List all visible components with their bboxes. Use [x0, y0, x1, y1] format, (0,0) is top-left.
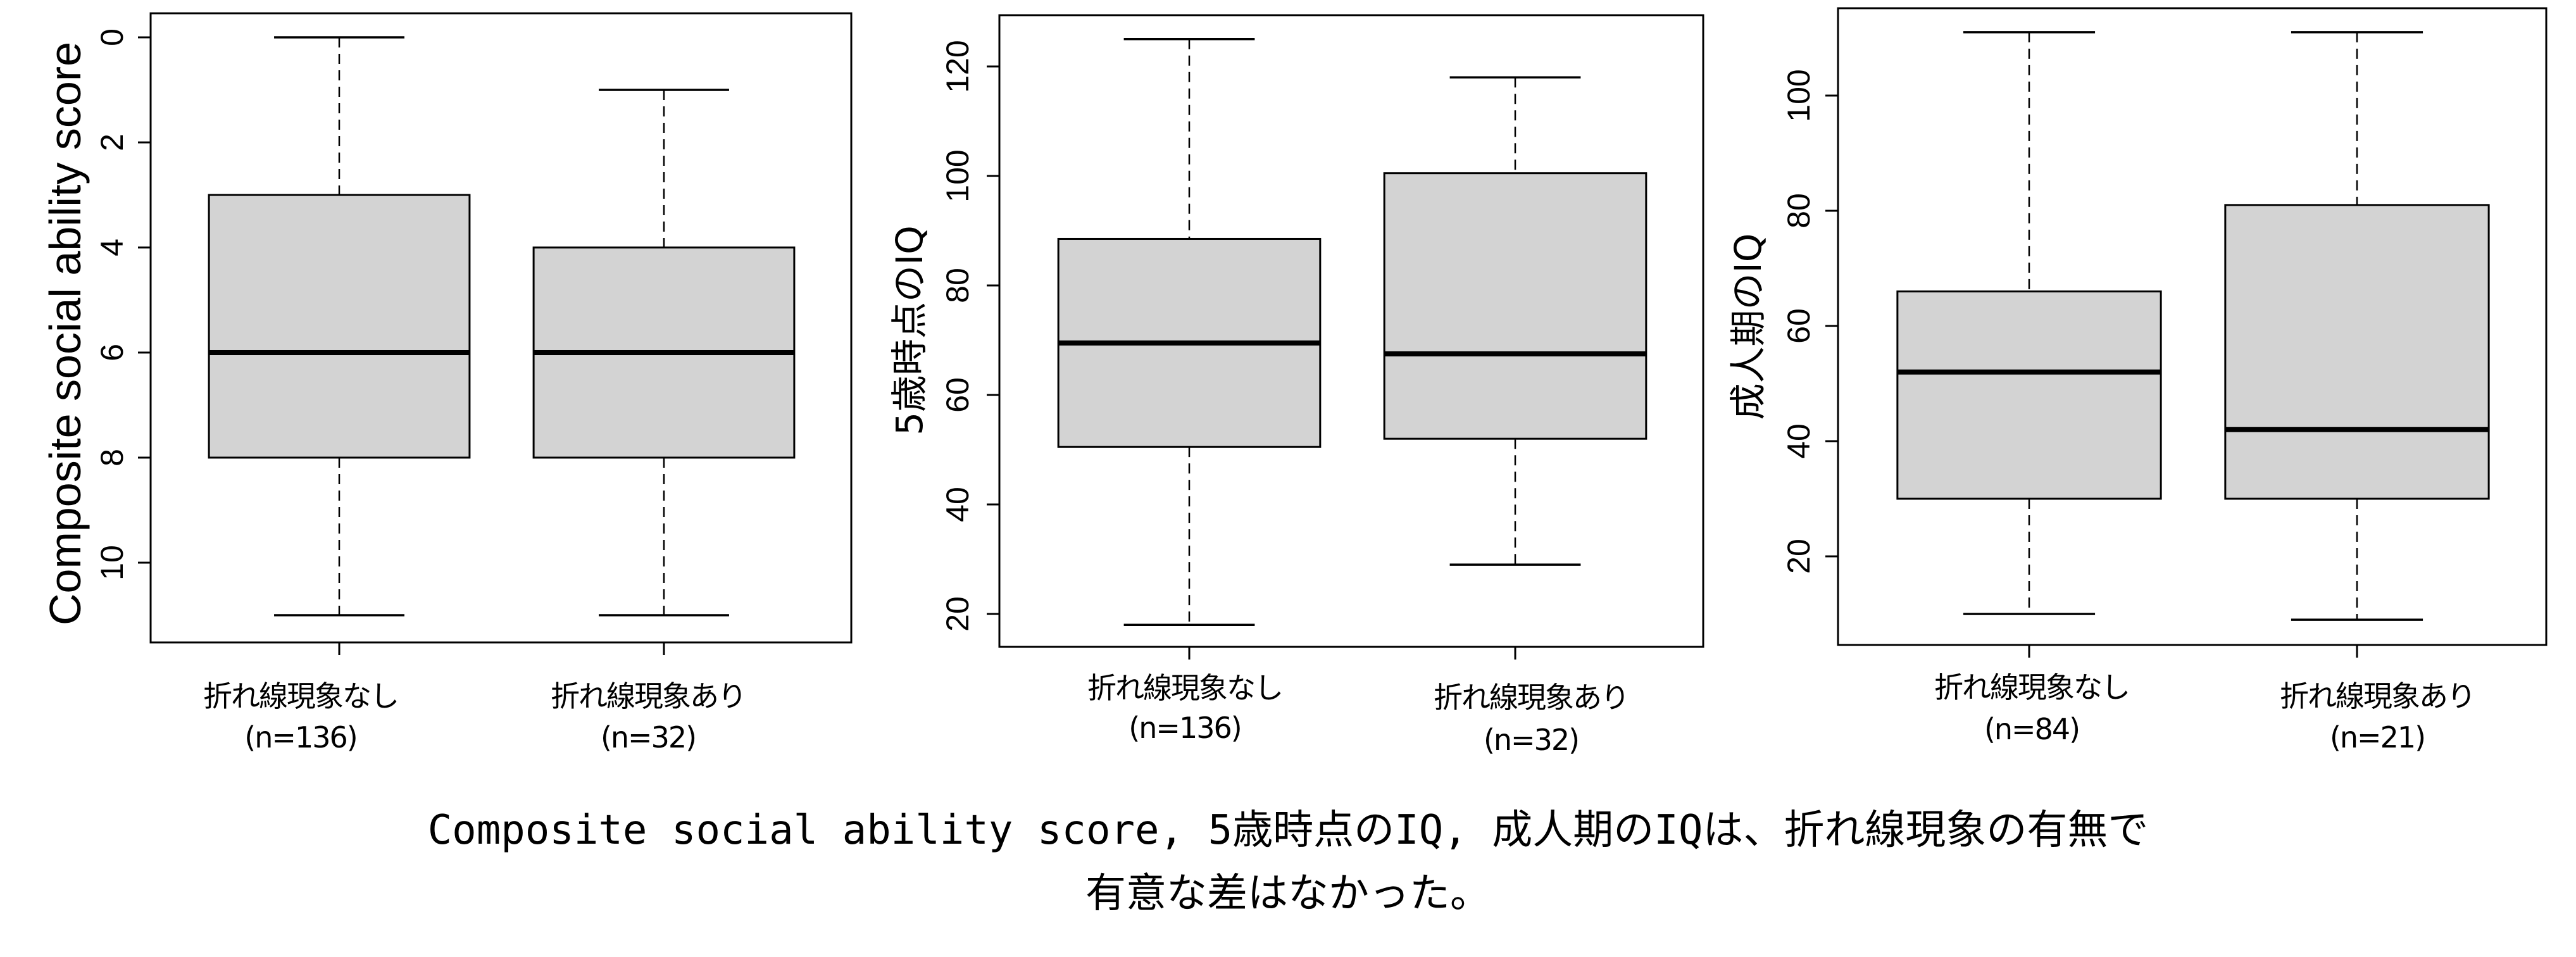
y-tick-label: 60	[940, 377, 975, 413]
y-tick-label: 80	[940, 268, 975, 303]
x-label-chart3-regression: 折れ線現象あり (n=21)	[2280, 676, 2476, 758]
sample-size-label: (n=84)	[1984, 712, 2080, 746]
y-tick-label: 8	[94, 449, 130, 466]
y-tick-label: 4	[94, 239, 130, 256]
y-tick-label: 60	[1781, 308, 1816, 344]
y-tick-label: 2	[94, 134, 130, 151]
x-label-chart3-no-regression: 折れ線現象なし (n=84)	[1934, 666, 2130, 750]
box-1	[1896, 31, 2162, 658]
figure-caption: Composite social ability score, 5歳時点のIQ,…	[0, 799, 2576, 925]
y-axis-title: 成人期のIQ	[1727, 234, 1770, 420]
box-1	[1057, 38, 1322, 660]
category-label: 折れ線現象なし	[1087, 671, 1284, 705]
sample-size-label: (n=32)	[600, 720, 697, 754]
y-tick-label: 0	[94, 28, 130, 46]
sample-size-label: (n=21)	[2329, 720, 2426, 754]
y-tick-label: 20	[940, 596, 975, 632]
box-2	[1383, 76, 1648, 660]
y-tick-label: 100	[1781, 69, 1816, 122]
x-label-chart1-no-regression: 折れ線現象なし (n=136)	[203, 676, 399, 758]
category-label: 折れ線現象あり	[1434, 680, 1630, 715]
x-label-chart2-regression: 折れ線現象あり (n=32)	[1434, 677, 1630, 761]
category-label: 折れ線現象なし	[1934, 670, 2130, 704]
x-label-chart1-regression: 折れ線現象あり (n=32)	[551, 676, 747, 758]
sample-size-label: (n=136)	[1129, 711, 1242, 745]
y-tick-label: 80	[1781, 193, 1816, 228]
box-1	[208, 36, 471, 655]
plot-frame	[998, 14, 1704, 648]
boxplot-iq-adult: 20 40 60 80 100 成人期のIQ	[1727, 7, 2548, 658]
caption-line-1: Composite social ability score, 5歳時点のIQ,…	[427, 807, 2149, 854]
caption-line-2: 有意な差はなかった。	[1085, 870, 1491, 917]
category-label: 折れ線現象なし	[203, 679, 399, 713]
y-tick-label: 120	[940, 40, 975, 92]
y-tick-label: 40	[940, 487, 975, 522]
y-axis-title: 5歳時点のIQ	[888, 225, 931, 435]
category-label: 折れ線現象あり	[551, 679, 747, 713]
y-tick-label: 10	[94, 545, 130, 580]
sample-size-label: (n=136)	[244, 720, 358, 754]
y-tick-label: 6	[94, 344, 130, 361]
boxplot-iq-age-5: 20 40 60 80 100 120 5歳時点のIQ	[888, 14, 1704, 660]
y-tick-label: 100	[940, 149, 975, 202]
box-2	[532, 89, 796, 655]
box-2	[2224, 31, 2490, 658]
x-label-chart2-no-regression: 折れ線現象なし (n=136)	[1087, 668, 1284, 748]
y-tick-label: 20	[1781, 539, 1816, 574]
y-tick-label: 40	[1781, 423, 1816, 459]
y-axis-title: Composite social ability score	[41, 42, 90, 625]
sample-size-label: (n=32)	[1483, 723, 1580, 757]
plot-frame	[149, 12, 853, 644]
category-label: 折れ線現象あり	[2280, 679, 2476, 713]
